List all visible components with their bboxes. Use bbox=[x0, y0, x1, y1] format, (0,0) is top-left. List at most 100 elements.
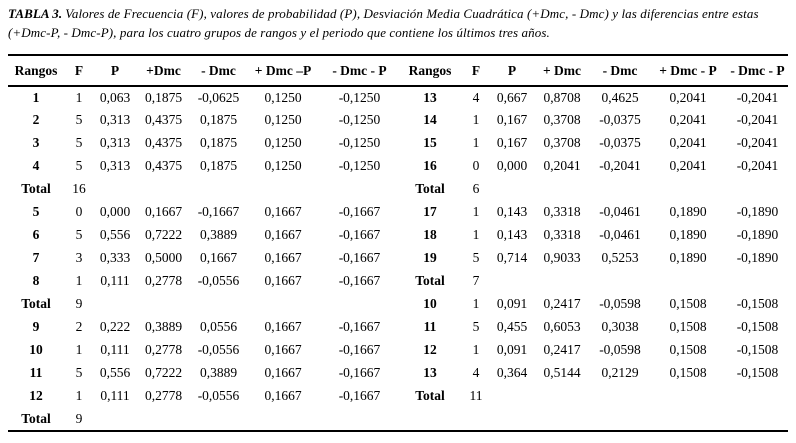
value-cell bbox=[649, 178, 727, 201]
value-cell: 0,1667 bbox=[264, 388, 302, 404]
value-cell: 0,2041 bbox=[543, 158, 581, 174]
value-cell: 2 bbox=[75, 319, 83, 335]
value-cell: -0,1508 bbox=[736, 342, 779, 358]
value-cell: -0,0598 bbox=[599, 296, 641, 312]
value-cell: -0,1667 bbox=[338, 342, 381, 358]
value-cell: 0,5144 bbox=[543, 365, 581, 381]
frequency-probability-table: Rangos F P +Dmc - Dmc + Dmc –P - Dmc - P Rangos… bbox=[8, 53, 788, 432]
value-cell: 0,1890 bbox=[669, 227, 707, 243]
table-row: Total 16 Total 6 bbox=[8, 178, 788, 201]
value-cell bbox=[136, 178, 191, 201]
value-cell: -0,2041 bbox=[599, 158, 641, 174]
table-row: 5 0 0,000 0,1667 -0,1667 0,1667 -0,1667 17 1 0,14… bbox=[8, 201, 788, 224]
value-cell: 0,1250 bbox=[264, 135, 302, 151]
value-cell bbox=[94, 293, 136, 316]
value-cell: 0,6053 bbox=[543, 319, 581, 335]
value-cell bbox=[246, 178, 320, 201]
value-cell: 0,2129 bbox=[601, 365, 639, 381]
value-cell bbox=[320, 178, 399, 201]
rango-cell: 14 bbox=[423, 112, 437, 128]
rango-cell: Total bbox=[415, 181, 445, 197]
table-row: 3 5 0,313 0,4375 0,1875 0,1250 -0,1250 15 1 0,167… bbox=[8, 132, 788, 155]
table-caption-text: Valores de Frecuencia (F), valores de pr… bbox=[8, 6, 759, 40]
value-cell: 5 bbox=[472, 250, 480, 266]
value-cell: 0,1875 bbox=[199, 112, 238, 128]
value-cell bbox=[727, 178, 788, 201]
value-cell: 0,1667 bbox=[199, 250, 238, 266]
value-cell: 0,2041 bbox=[669, 158, 707, 174]
value-cell: 0,000 bbox=[99, 204, 131, 220]
value-cell: 0,143 bbox=[496, 204, 528, 220]
value-cell: 0,222 bbox=[99, 319, 131, 335]
value-cell bbox=[94, 408, 136, 431]
value-cell: 0,313 bbox=[99, 112, 131, 128]
value-cell bbox=[191, 408, 246, 431]
table-row: 7 3 0,333 0,5000 0,1667 0,1667 -0,1667 19 5 0,714… bbox=[8, 247, 788, 270]
value-cell bbox=[191, 178, 246, 201]
rango-cell: Total bbox=[21, 181, 51, 197]
value-cell: -0,2041 bbox=[736, 89, 779, 105]
value-cell: 1 bbox=[75, 89, 83, 105]
value-cell: 0,091 bbox=[496, 296, 528, 312]
value-cell: 6 bbox=[472, 181, 480, 197]
value-cell: -0,0556 bbox=[197, 388, 240, 404]
value-cell: 0,1508 bbox=[669, 342, 707, 358]
value-cell: 0,3708 bbox=[543, 112, 581, 128]
rango-cell: 11 bbox=[29, 365, 43, 381]
value-cell: 0,4375 bbox=[144, 135, 183, 151]
value-cell: 4 bbox=[472, 365, 480, 381]
value-cell: 0,1667 bbox=[264, 250, 302, 266]
table-row: 12 1 0,111 0,2778 -0,0556 0,1667 -0,1667 Total 1… bbox=[8, 385, 788, 408]
rango-cell: 6 bbox=[32, 227, 40, 243]
value-cell: 5 bbox=[75, 365, 83, 381]
value-cell: 0,8708 bbox=[543, 89, 581, 105]
value-cell: 0,313 bbox=[99, 158, 131, 174]
table-row: 6 5 0,556 0,7222 0,3889 0,1667 -0,1667 18 1 0,143… bbox=[8, 224, 788, 247]
value-cell: 0,2041 bbox=[669, 135, 707, 151]
value-cell: 7 bbox=[472, 273, 480, 289]
value-cell: 3 bbox=[75, 250, 83, 266]
value-cell: 1 bbox=[472, 112, 480, 128]
value-cell: 0,2041 bbox=[669, 89, 707, 105]
header-row: Rangos F P +Dmc - Dmc + Dmc –P - Dmc - P Rangos… bbox=[8, 54, 788, 87]
rango-cell: Total bbox=[415, 388, 445, 404]
value-cell: 5 bbox=[75, 158, 83, 174]
value-cell: 0,1875 bbox=[144, 89, 183, 105]
column-header: Rangos bbox=[399, 54, 461, 87]
column-header: F bbox=[461, 54, 491, 87]
rango-cell: Total bbox=[415, 273, 445, 289]
value-cell: 0,667 bbox=[496, 89, 528, 105]
value-cell bbox=[533, 385, 591, 408]
rango-cell: 2 bbox=[32, 112, 40, 128]
value-cell: 0,3889 bbox=[199, 365, 238, 381]
value-cell: 0,1508 bbox=[669, 365, 707, 381]
value-cell: 0,1508 bbox=[669, 319, 707, 335]
value-cell: 0,2417 bbox=[543, 342, 581, 358]
value-cell: -0,0556 bbox=[197, 342, 240, 358]
rango-cell: 19 bbox=[423, 250, 437, 266]
value-cell bbox=[461, 408, 491, 431]
value-cell: -0,0625 bbox=[197, 89, 240, 105]
value-cell: 5 bbox=[75, 112, 83, 128]
value-cell: -0,2041 bbox=[736, 158, 779, 174]
value-cell: 0,7222 bbox=[144, 227, 183, 243]
value-cell: 9 bbox=[75, 296, 83, 312]
value-cell: 0,3708 bbox=[543, 135, 581, 151]
value-cell: 0,1890 bbox=[669, 204, 707, 220]
value-cell: 0,2778 bbox=[144, 388, 183, 404]
value-cell: 0,1875 bbox=[199, 135, 238, 151]
value-cell bbox=[491, 178, 533, 201]
value-cell: 11 bbox=[469, 388, 483, 404]
table-row: 9 2 0,222 0,3889 0,0556 0,1667 -0,1667 11 5 0,455… bbox=[8, 316, 788, 339]
value-cell bbox=[591, 408, 649, 431]
value-cell: -0,0375 bbox=[599, 135, 641, 151]
rango-cell: 10 bbox=[29, 342, 43, 358]
rango-cell: 13 bbox=[423, 365, 437, 381]
value-cell: -0,2041 bbox=[736, 135, 779, 151]
rango-cell: Total bbox=[21, 410, 51, 426]
value-cell: 0,000 bbox=[496, 158, 528, 174]
value-cell: 1 bbox=[472, 204, 480, 220]
rango-cell: 12 bbox=[423, 342, 437, 358]
value-cell: 0,2417 bbox=[543, 296, 581, 312]
column-header: + Dmc –P bbox=[246, 54, 320, 87]
